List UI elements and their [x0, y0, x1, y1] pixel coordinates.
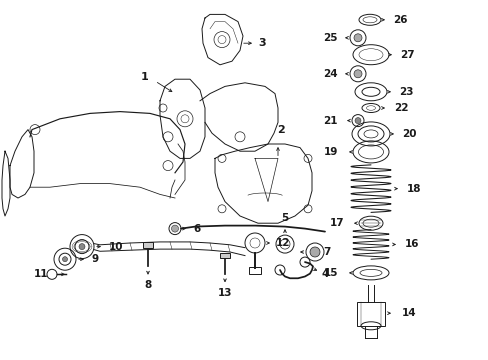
- Bar: [248, 267, 261, 274]
- Text: 16: 16: [404, 239, 418, 249]
- Text: 21: 21: [322, 116, 337, 126]
- Text: 2: 2: [277, 125, 285, 135]
- Text: 23: 23: [398, 87, 412, 97]
- Circle shape: [79, 244, 85, 249]
- Text: 24: 24: [322, 69, 337, 79]
- Circle shape: [353, 34, 361, 42]
- Text: 12: 12: [275, 238, 290, 248]
- Text: 7: 7: [323, 247, 330, 257]
- Text: 9: 9: [91, 254, 99, 264]
- Text: 17: 17: [329, 218, 344, 228]
- Circle shape: [354, 118, 360, 123]
- Text: 10: 10: [108, 242, 123, 252]
- Text: 11: 11: [34, 269, 48, 279]
- Text: 4: 4: [321, 269, 328, 279]
- Text: 22: 22: [393, 103, 407, 113]
- Bar: [142, 242, 153, 248]
- Text: 6: 6: [193, 224, 200, 234]
- Circle shape: [353, 70, 361, 78]
- Text: 27: 27: [399, 50, 413, 60]
- Text: 19: 19: [323, 147, 338, 157]
- Text: 14: 14: [401, 308, 415, 318]
- Bar: [356, 302, 384, 326]
- Text: 3: 3: [258, 38, 265, 48]
- Text: 8: 8: [144, 280, 151, 290]
- Text: 5: 5: [281, 213, 288, 223]
- Text: 15: 15: [323, 268, 338, 278]
- Text: 1: 1: [141, 72, 148, 82]
- Text: 18: 18: [406, 184, 420, 194]
- Text: 20: 20: [401, 129, 415, 139]
- Circle shape: [171, 225, 178, 232]
- Text: 25: 25: [322, 33, 337, 43]
- Bar: [220, 253, 229, 258]
- Circle shape: [62, 257, 67, 262]
- Text: 13: 13: [217, 288, 232, 298]
- Text: 26: 26: [392, 15, 407, 25]
- Circle shape: [309, 247, 319, 257]
